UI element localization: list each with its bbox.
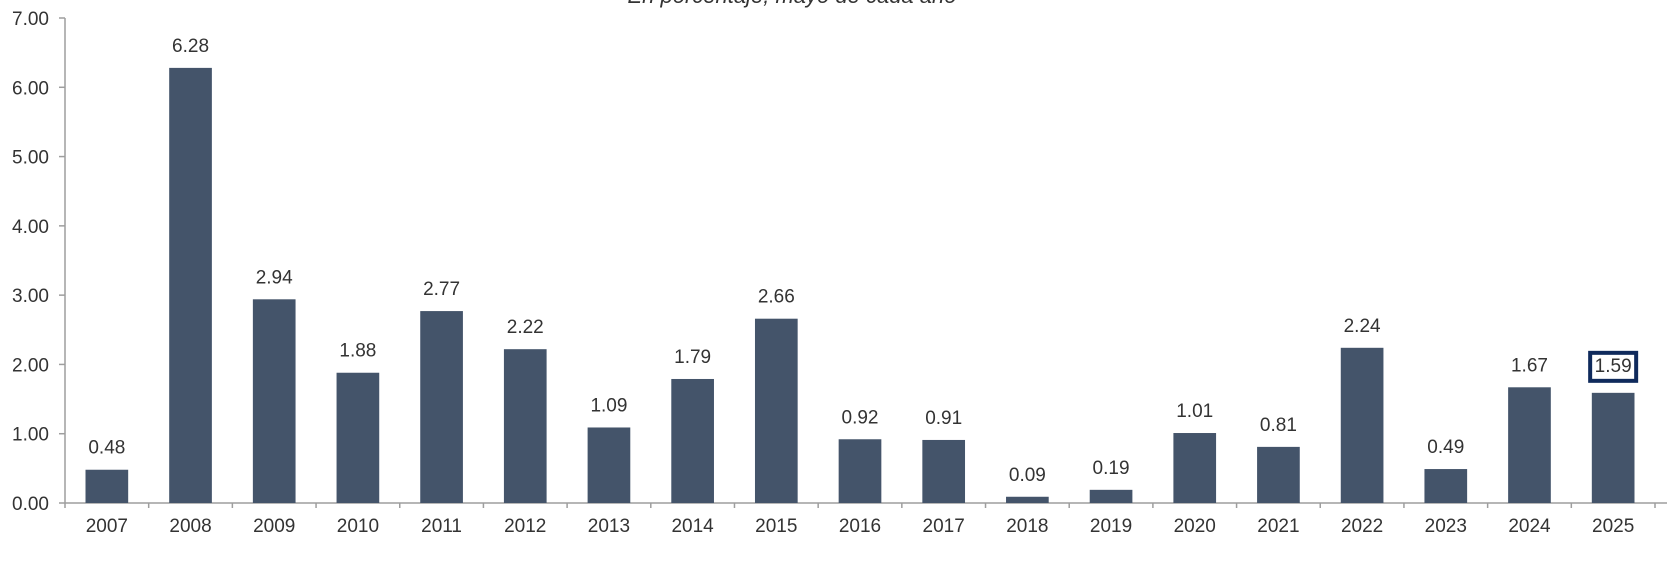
data-label-2017: 0.91 (925, 408, 962, 429)
x-axis: 2007 2008 2009 2010 2011 2012 2013 2014 2015 2016… (64, 502, 1667, 537)
data-label-2018: 0.09 (1009, 465, 1046, 486)
bars (85, 67, 1635, 503)
y-tick-label: 2.00 (12, 355, 49, 376)
data-label-2015: 2.66 (758, 287, 795, 308)
bar-2010 (336, 372, 380, 503)
bar-2014 (671, 378, 714, 503)
bar-2015 (754, 318, 798, 503)
bar-2024 (1508, 387, 1551, 503)
bar-2023 (1424, 469, 1468, 503)
y-tick-label: 6.00 (12, 78, 49, 99)
y-tick-label: 1.00 (12, 425, 49, 446)
x-tick-label: 2021 (1257, 516, 1299, 537)
x-tick-label: 2022 (1341, 516, 1383, 537)
x-tick-label: 2009 (253, 516, 295, 537)
x-tick-label: 2011 (421, 516, 462, 537)
data-label-2020: 1.01 (1176, 401, 1213, 422)
bar-2016 (838, 439, 882, 503)
bar-2013 (587, 427, 631, 503)
data-label-2009: 2.94 (256, 267, 293, 288)
y-tick-label: 4.00 (12, 217, 49, 238)
data-label-2008: 6.28 (172, 36, 209, 57)
data-label-2016: 0.92 (842, 407, 879, 428)
data-label-2019: 0.19 (1093, 458, 1130, 479)
x-tick-label: 2016 (839, 516, 881, 537)
data-label-2023: 0.49 (1427, 437, 1464, 458)
y-tick-label: 7.00 (12, 9, 49, 30)
data-label-2010: 1.88 (339, 341, 376, 362)
x-tick-label: 2018 (1006, 516, 1048, 537)
y-tick-label: 3.00 (12, 286, 49, 307)
x-tick-label: 2010 (337, 516, 379, 537)
data-label-2013: 1.09 (590, 395, 627, 416)
bar-2020 (1173, 433, 1217, 503)
data-label-2007: 0.48 (88, 438, 125, 459)
x-tick-label: 2023 (1425, 516, 1467, 537)
data-label-2022: 2.24 (1344, 316, 1381, 337)
data-labels: 0.48 6.28 2.94 1.88 2.77 2.22 1.09 1.79 2.66 0.92… (88, 36, 1639, 486)
x-tick-label: 2007 (86, 516, 128, 537)
bar-2022 (1340, 347, 1384, 503)
bar-2018 (1006, 496, 1049, 503)
x-tick-label: 2024 (1508, 516, 1551, 537)
x-tick-label: 2020 (1174, 516, 1216, 537)
bar-2019 (1089, 489, 1133, 503)
bar-2009 (252, 299, 296, 503)
data-label-2012: 2.22 (507, 317, 544, 338)
y-axis: 0.00 1.00 2.00 3.00 4.00 5.00 6.00 7.00 (12, 9, 66, 515)
x-tick-label: 2025 (1592, 516, 1634, 537)
bar-2012 (503, 349, 547, 503)
x-tick-label: 2015 (755, 516, 797, 537)
data-label-2025: 1.59 (1595, 356, 1632, 377)
bar-2011 (420, 311, 463, 503)
x-tick-label: 2008 (169, 516, 211, 537)
x-tick-label: 2017 (923, 516, 965, 537)
data-label-2021: 0.81 (1260, 415, 1297, 436)
bar-2025 (1591, 392, 1635, 503)
x-tick-label: 2014 (671, 516, 714, 537)
bar-2021 (1257, 446, 1300, 503)
x-tick-label: 2012 (504, 516, 546, 537)
data-label-2011: 2.77 (423, 279, 460, 300)
x-tick-label: 2013 (588, 516, 630, 537)
y-tick-label: 5.00 (12, 148, 49, 169)
y-tick-label: 0.00 (12, 494, 49, 515)
data-label-2024: 1.67 (1511, 355, 1548, 376)
data-label-2014: 1.79 (674, 347, 711, 368)
chart-subtitle: En porcentaje, mayo de cada año (627, 0, 956, 8)
bar-2008 (169, 67, 212, 503)
bar-2017 (922, 439, 966, 503)
x-tick-label: 2019 (1090, 516, 1132, 537)
bar-2007 (85, 469, 129, 503)
highlight-box (1588, 350, 1639, 383)
